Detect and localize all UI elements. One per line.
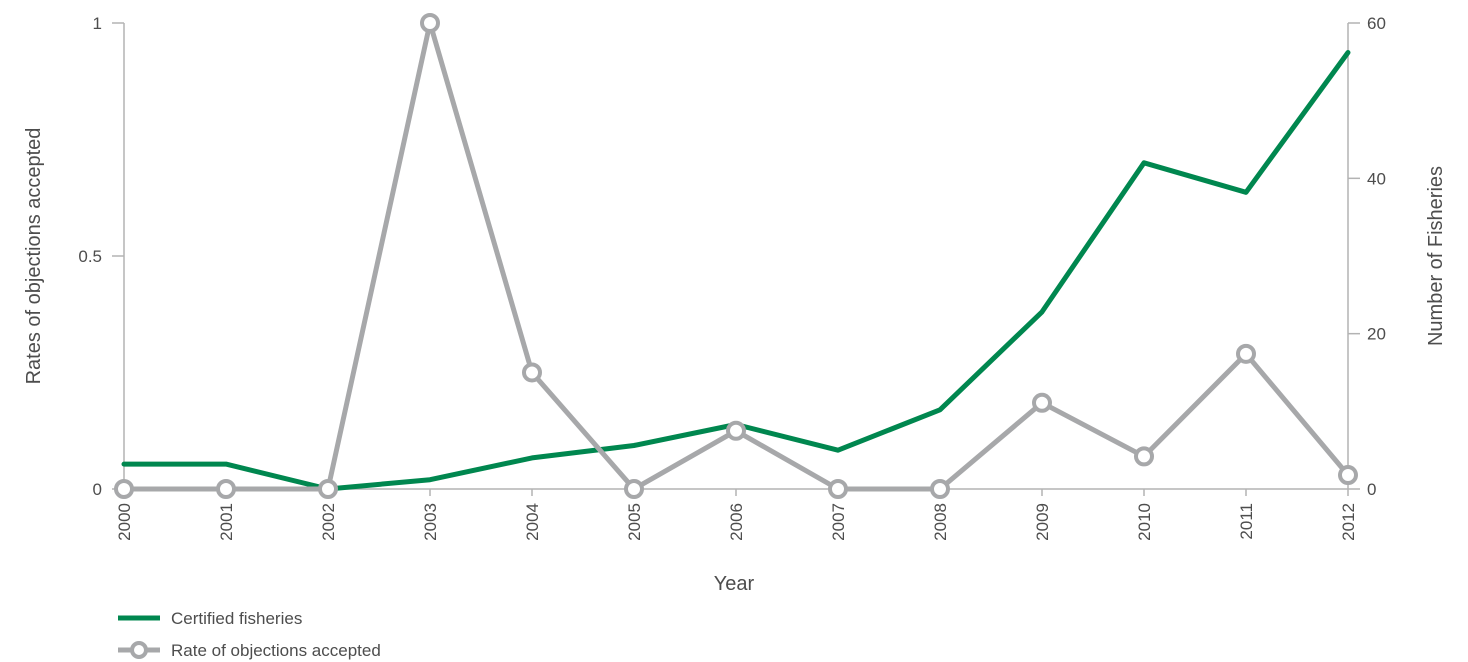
legend: Certified fisheries Rate of objections a… xyxy=(118,609,381,660)
data-point-rate-of-objections-accepted xyxy=(1236,343,1256,364)
left-axis-title: Rates of objections accepted xyxy=(23,128,45,385)
x-tick-label: 2003 xyxy=(421,503,440,541)
x-tick-label: 2005 xyxy=(625,503,644,541)
series-rate-of-objections-accepted xyxy=(114,13,1358,499)
legend-item-rate-objections: Rate of objections accepted xyxy=(118,641,381,660)
right-tick-label: 40 xyxy=(1367,169,1386,188)
data-point-rate-of-objections-accepted xyxy=(726,420,746,441)
x-tick-label: 2012 xyxy=(1339,503,1358,541)
data-point-rate-of-objections-accepted xyxy=(114,479,134,499)
right-tick-label: 60 xyxy=(1367,14,1386,33)
data-point-rate-of-objections-accepted xyxy=(216,479,236,499)
series-layer xyxy=(114,13,1358,499)
series-line-rate-of-objections-accepted xyxy=(121,20,1351,492)
axes xyxy=(123,23,1349,490)
legend-marker-rate-objections xyxy=(130,641,148,659)
x-tick-label: 2002 xyxy=(319,503,338,541)
x-tick-label: 2000 xyxy=(115,503,134,541)
data-point-rate-of-objections-accepted xyxy=(1134,446,1154,467)
x-axis-ticks: 2000 2001 2002 2003 2004 2005 2006 2007 2008 2009… xyxy=(115,489,1358,541)
data-point-rate-of-objections-accepted xyxy=(828,479,848,499)
data-point-rate-of-objections-accepted xyxy=(420,13,440,33)
right-tick-label: 20 xyxy=(1367,325,1386,344)
x-tick-label: 2004 xyxy=(523,503,542,541)
data-point-rate-of-objections-accepted xyxy=(318,479,338,499)
left-tick-label: 0.5 xyxy=(78,247,102,266)
left-tick-label: 0 xyxy=(93,480,102,499)
x-tick-label: 2007 xyxy=(829,503,848,541)
legend-label-rate-objections: Rate of objections accepted xyxy=(171,641,381,660)
data-point-rate-of-objections-accepted xyxy=(930,479,950,499)
left-axis-ticks: 00.51 xyxy=(78,14,124,499)
x-tick-label: 2006 xyxy=(727,503,746,541)
x-tick-label: 2011 xyxy=(1237,503,1256,540)
x-tick-label: 2009 xyxy=(1033,503,1052,541)
x-tick-label: 2010 xyxy=(1135,503,1154,541)
data-point-rate-of-objections-accepted xyxy=(1338,465,1358,486)
right-axis-ticks: 0 20 40 60 xyxy=(1348,14,1386,499)
left-tick-label: 1 xyxy=(93,14,102,33)
data-point-rate-of-objections-accepted xyxy=(1032,392,1052,413)
legend-item-certified-fisheries: Certified fisheries xyxy=(118,609,302,628)
right-axis-title: Number of Fisheries xyxy=(1425,166,1447,346)
legend-label-certified-fisheries: Certified fisheries xyxy=(171,609,302,628)
data-point-rate-of-objections-accepted xyxy=(522,362,542,383)
x-tick-label: 2008 xyxy=(931,503,950,541)
x-tick-label: 2001 xyxy=(217,503,236,541)
data-point-rate-of-objections-accepted xyxy=(624,479,644,499)
right-tick-label: 0 xyxy=(1367,480,1376,499)
x-axis-title: Year xyxy=(714,573,755,595)
